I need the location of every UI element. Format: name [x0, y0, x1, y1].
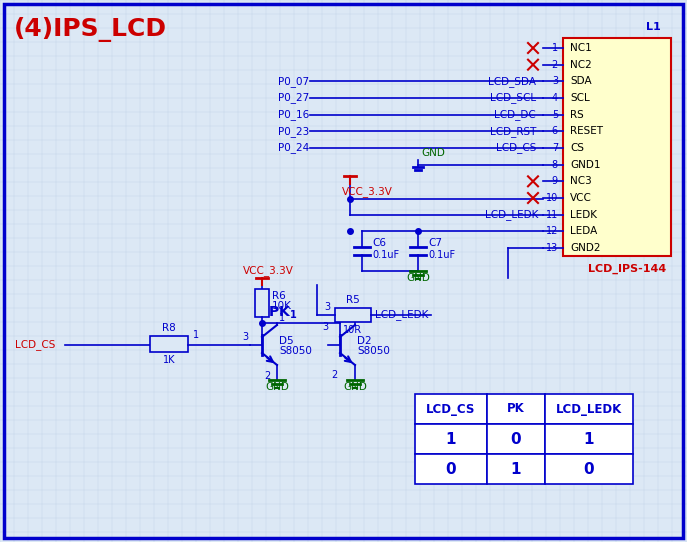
Text: 9: 9 — [552, 176, 558, 186]
Bar — [545, 454, 633, 484]
Text: 13: 13 — [545, 243, 558, 253]
Text: 10K: 10K — [272, 301, 292, 311]
Text: 5: 5 — [552, 109, 558, 120]
Text: 6: 6 — [552, 126, 558, 137]
Text: RESET: RESET — [570, 126, 603, 137]
Text: 8: 8 — [552, 160, 558, 170]
Text: LCD_LEDK: LCD_LEDK — [375, 309, 429, 320]
Bar — [415, 454, 487, 484]
Text: S8050: S8050 — [357, 346, 390, 356]
Text: LCD_SCL: LCD_SCL — [490, 93, 536, 104]
Text: D5: D5 — [279, 336, 293, 346]
Text: GND: GND — [343, 382, 367, 392]
Text: 3: 3 — [242, 332, 248, 342]
Text: GND2: GND2 — [570, 243, 600, 253]
Bar — [415, 394, 487, 424]
Text: P0_16: P0_16 — [278, 109, 309, 120]
Text: C6: C6 — [372, 238, 386, 248]
Text: NC2: NC2 — [570, 60, 592, 70]
Text: CS: CS — [570, 143, 584, 153]
Text: S8050: S8050 — [279, 346, 312, 356]
Text: LCD_CS: LCD_CS — [15, 339, 56, 351]
Bar — [545, 424, 633, 454]
Text: 7: 7 — [552, 143, 558, 153]
Text: P0_07: P0_07 — [278, 76, 309, 87]
Bar — [335, 308, 371, 322]
Text: PK: PK — [507, 403, 525, 416]
Text: LCD_LEDK: LCD_LEDK — [484, 209, 538, 220]
Text: NC3: NC3 — [570, 176, 592, 186]
Text: (4)IPS_LCD: (4)IPS_LCD — [14, 17, 167, 42]
Text: LEDA: LEDA — [570, 227, 597, 236]
Text: 4: 4 — [552, 93, 558, 103]
Text: 2: 2 — [330, 370, 337, 380]
Text: R8: R8 — [162, 323, 176, 333]
Text: C7: C7 — [428, 238, 442, 248]
Text: VCC: VCC — [570, 193, 592, 203]
Text: 10R: 10R — [344, 325, 363, 335]
Text: VCC_3.3V: VCC_3.3V — [342, 186, 393, 197]
Text: 1: 1 — [279, 313, 285, 323]
Text: VCC_3.3V: VCC_3.3V — [243, 265, 294, 276]
Text: 1: 1 — [552, 43, 558, 53]
Text: LCD_RST: LCD_RST — [490, 126, 536, 137]
Text: GND: GND — [265, 382, 289, 392]
Text: 2: 2 — [552, 60, 558, 70]
Text: RS: RS — [570, 109, 584, 120]
Text: SCL: SCL — [570, 93, 589, 103]
Text: P0_24: P0_24 — [278, 143, 309, 153]
Text: 3: 3 — [322, 322, 328, 332]
Text: 11: 11 — [545, 210, 558, 220]
Text: GND1: GND1 — [570, 160, 600, 170]
Bar — [487, 454, 545, 484]
Text: LCD_SDA: LCD_SDA — [488, 76, 536, 87]
Text: 10: 10 — [545, 193, 558, 203]
Text: LCD_CS: LCD_CS — [495, 143, 536, 153]
Text: 2: 2 — [264, 371, 270, 381]
Text: 1: 1 — [446, 431, 456, 447]
Text: 3: 3 — [552, 76, 558, 86]
Text: 0.1uF: 0.1uF — [372, 250, 399, 260]
Text: LCD_DC: LCD_DC — [494, 109, 536, 120]
Text: 12: 12 — [545, 227, 558, 236]
Bar — [255, 289, 269, 317]
Bar — [150, 336, 188, 352]
Bar — [415, 424, 487, 454]
Bar — [563, 38, 671, 256]
Text: NC1: NC1 — [570, 43, 592, 53]
Text: 1: 1 — [510, 461, 521, 476]
Text: PK$_\mathregular{1}$: PK$_\mathregular{1}$ — [268, 305, 297, 321]
Text: P0_23: P0_23 — [278, 126, 309, 137]
Bar — [487, 394, 545, 424]
Text: L1: L1 — [646, 22, 661, 32]
Text: SDA: SDA — [570, 76, 592, 86]
Text: LCD_IPS-144: LCD_IPS-144 — [588, 264, 666, 274]
Bar — [487, 424, 545, 454]
Text: 3: 3 — [324, 302, 330, 312]
Text: R6: R6 — [272, 291, 286, 301]
Text: R5: R5 — [346, 295, 360, 305]
Text: 1: 1 — [584, 431, 594, 447]
Text: LCD_LEDK: LCD_LEDK — [556, 403, 622, 416]
Text: 1K: 1K — [163, 355, 175, 365]
Text: LCD_CS: LCD_CS — [427, 403, 475, 416]
Bar — [545, 394, 633, 424]
Text: P0_27: P0_27 — [278, 93, 309, 104]
Text: LEDK: LEDK — [570, 210, 597, 220]
Text: D2: D2 — [357, 336, 372, 346]
Text: 0: 0 — [584, 461, 594, 476]
Text: 0.1uF: 0.1uF — [428, 250, 455, 260]
Text: 0: 0 — [510, 431, 521, 447]
Text: GND: GND — [406, 273, 430, 283]
Text: 0: 0 — [446, 461, 456, 476]
Text: GND: GND — [421, 147, 445, 158]
Text: 1: 1 — [193, 330, 199, 340]
